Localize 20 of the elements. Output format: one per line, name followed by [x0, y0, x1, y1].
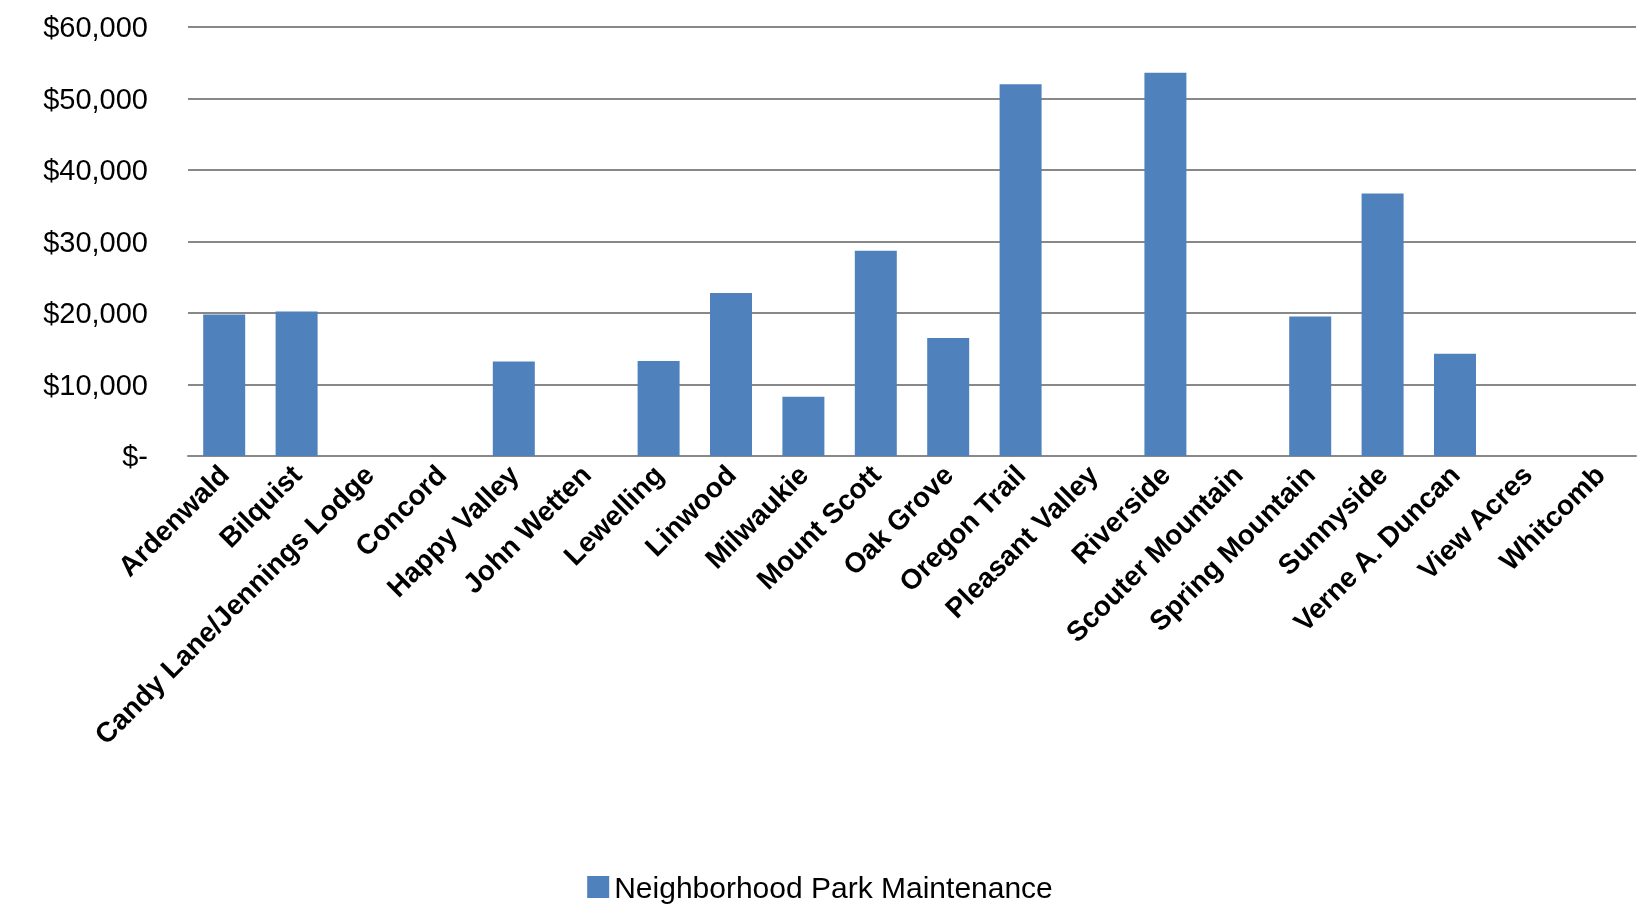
- y-tick-label: $40,000: [43, 154, 148, 186]
- bar: [999, 84, 1042, 456]
- legend-label: Neighborhood Park Maintenance: [614, 870, 1053, 904]
- bar: [492, 361, 535, 456]
- bar: [854, 250, 897, 456]
- y-tick-label: $10,000: [43, 368, 148, 401]
- bar: [1434, 353, 1476, 456]
- bar: [637, 360, 680, 456]
- y-tick-label: $60,000: [43, 11, 148, 43]
- bar: [927, 338, 970, 456]
- bar: [1361, 193, 1404, 456]
- bar: [1289, 316, 1332, 456]
- bar: [203, 314, 246, 456]
- bar: [1144, 72, 1187, 456]
- bar: [782, 396, 825, 456]
- bar: [710, 292, 752, 456]
- y-tick-label: $30,000: [43, 225, 148, 258]
- y-tick-label: $50,000: [43, 82, 148, 115]
- y-tick-label: $20,000: [43, 297, 148, 329]
- bar: [275, 311, 318, 456]
